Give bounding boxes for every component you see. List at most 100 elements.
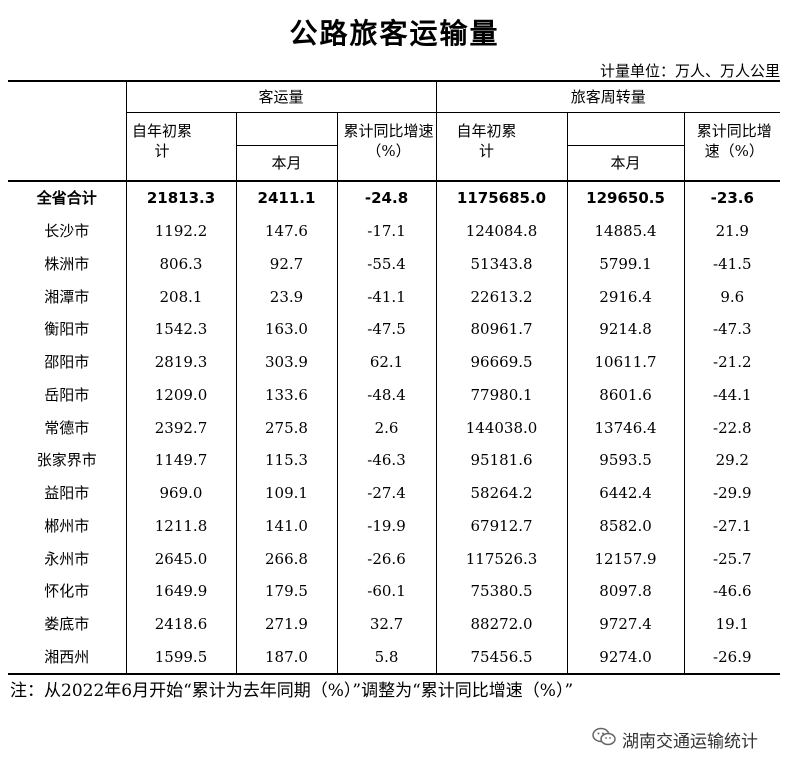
turn-yoy-cell: 29.2 bbox=[683, 444, 781, 477]
turn-ytd-cell: 95181.6 bbox=[435, 444, 568, 477]
pax-ytd-header: 自年初累计 bbox=[125, 112, 236, 182]
pax-yoy-cell: -55.4 bbox=[336, 247, 437, 281]
pax-ytd-cell: 21813.3 bbox=[125, 181, 236, 215]
turn-ytd-cell: 144038.0 bbox=[435, 411, 568, 444]
turn-month-cell: 10611.7 bbox=[566, 345, 685, 379]
turn-yoy-cell: -29.9 bbox=[683, 476, 781, 510]
turn-yoy-cell: 21.9 bbox=[683, 214, 781, 248]
turn-yoy-cell: -47.3 bbox=[683, 313, 781, 346]
passenger-group-header: 客运量 bbox=[125, 80, 437, 113]
pax-yoy-cell: -47.5 bbox=[336, 313, 437, 346]
pax-month-cell: 141.0 bbox=[235, 509, 337, 543]
turn-yoy-cell: -25.7 bbox=[683, 542, 781, 575]
turn-yoy-cell: -46.6 bbox=[683, 575, 781, 608]
footnote: 注：从2022年6月开始“累计为去年同期（%）”调整为“累计同比增速（%）” bbox=[10, 681, 574, 701]
pax-month-cell: 271.9 bbox=[235, 607, 337, 641]
turn-ytd-cell: 75380.5 bbox=[435, 575, 568, 608]
pax-month-cell: 147.6 bbox=[235, 214, 337, 248]
turn-yoy-cell: -23.6 bbox=[683, 181, 781, 215]
turn-ytd-cell: 117526.3 bbox=[435, 542, 568, 575]
turn-month-cell: 5799.1 bbox=[566, 247, 685, 281]
region-cell: 常德市 bbox=[44, 418, 90, 437]
table-row: 怀化市 1649.9 179.5 -60.1 75380.5 8097.8 -4… bbox=[8, 575, 781, 608]
region-cell: 岳阳市 bbox=[44, 385, 90, 404]
pax-yoy-cell: -19.9 bbox=[336, 509, 437, 543]
table-row: 衡阳市 1542.3 163.0 -47.5 80961.7 9214.8 -4… bbox=[8, 313, 781, 346]
pax-month-cell: 275.8 bbox=[235, 411, 337, 444]
turn-ytd-cell: 67912.7 bbox=[435, 509, 568, 543]
wechat-icon bbox=[592, 727, 616, 752]
table-row: 株洲市 806.3 92.7 -55.4 51343.8 5799.1 -41.… bbox=[8, 247, 781, 281]
pax-month-cell: 179.5 bbox=[235, 575, 337, 608]
turn-yoy-header: 累计同比增速（%） bbox=[683, 112, 781, 182]
pax-ytd-cell: 1649.9 bbox=[125, 575, 236, 608]
turn-ytd-cell: 58264.2 bbox=[435, 476, 568, 510]
pax-ytd-cell: 2418.6 bbox=[125, 607, 236, 641]
turn-month-cell: 8097.8 bbox=[566, 575, 685, 608]
table-row: 邵阳市 2819.3 303.9 62.1 96669.5 10611.7 -2… bbox=[8, 345, 781, 379]
data-table: 客运量 旅客周转量 自年初累计 累计同比增速（%） 自年初累计 累计同比增速（%… bbox=[8, 80, 781, 676]
turn-month-cell: 8582.0 bbox=[566, 509, 685, 543]
region-header-blank bbox=[8, 80, 126, 182]
unit-label: 计量单位：万人、万人公里 bbox=[599, 62, 780, 80]
pax-yoy-cell: -60.1 bbox=[336, 575, 437, 608]
pax-month-cell: 115.3 bbox=[235, 444, 337, 477]
turn-ytd-header: 自年初累计 bbox=[435, 112, 568, 182]
turn-ytd-cell: 1175685.0 bbox=[435, 181, 568, 215]
pax-yoy-header: 累计同比增速（%） bbox=[336, 112, 437, 182]
pax-month-cell: 303.9 bbox=[235, 345, 337, 379]
turnover-group-header: 旅客周转量 bbox=[435, 80, 781, 113]
pax-ytd-cell: 969.0 bbox=[125, 476, 236, 510]
turn-yoy-cell: -22.8 bbox=[683, 411, 781, 444]
region-cell: 株洲市 bbox=[44, 254, 90, 273]
pax-month-cell: 187.0 bbox=[235, 640, 337, 676]
pax-ytd-cell: 1542.3 bbox=[125, 313, 236, 346]
pax-month-header: 本月 bbox=[235, 145, 337, 182]
table-row: 长沙市 1192.2 147.6 -17.1 124084.8 14885.4 … bbox=[8, 214, 781, 248]
turn-month-cell: 9593.5 bbox=[566, 444, 685, 477]
table-row: 郴州市 1211.8 141.0 -19.9 67912.7 8582.0 -2… bbox=[8, 509, 781, 543]
pax-yoy-cell: 32.7 bbox=[336, 607, 437, 641]
pax-yoy-cell: -17.1 bbox=[336, 214, 437, 248]
pax-yoy-cell: -46.3 bbox=[336, 444, 437, 477]
turn-ytd-cell: 75456.5 bbox=[435, 640, 568, 676]
pax-ytd-cell: 2645.0 bbox=[125, 542, 236, 575]
region-cell: 益阳市 bbox=[44, 484, 90, 502]
turn-month-cell: 9214.8 bbox=[566, 313, 685, 346]
table-row: 岳阳市 1209.0 133.6 -48.4 77980.1 8601.6 -4… bbox=[8, 378, 781, 412]
turn-ytd-cell: 88272.0 bbox=[435, 607, 568, 641]
pax-yoy-cell: -24.8 bbox=[336, 181, 437, 215]
turn-ytd-cell: 80961.7 bbox=[435, 313, 568, 346]
pax-month-header-top bbox=[235, 112, 337, 146]
turn-yoy-cell: 9.6 bbox=[683, 280, 781, 313]
table-row: 娄底市 2418.6 271.9 32.7 88272.0 9727.4 19.… bbox=[8, 607, 781, 641]
turn-ytd-cell: 22613.2 bbox=[435, 280, 568, 313]
pax-month-cell: 163.0 bbox=[235, 313, 337, 346]
region-cell: 娄底市 bbox=[44, 615, 90, 633]
table-row: 益阳市 969.0 109.1 -27.4 58264.2 6442.4 -29… bbox=[8, 476, 781, 510]
pax-yoy-cell: -26.6 bbox=[336, 542, 437, 575]
turn-month-cell: 12157.9 bbox=[566, 542, 685, 575]
turn-ytd-cell: 96669.5 bbox=[435, 345, 568, 379]
page-title: 公路旅客运输量 bbox=[289, 17, 500, 50]
turn-month-cell: 13746.4 bbox=[566, 411, 685, 444]
pax-month-cell: 92.7 bbox=[235, 247, 337, 281]
pax-yoy-cell: 2.6 bbox=[336, 411, 437, 444]
region-cell: 全省合计 bbox=[36, 189, 97, 208]
turn-month-cell: 8601.6 bbox=[566, 378, 685, 412]
turn-month-cell: 6442.4 bbox=[566, 476, 685, 510]
pax-ytd-cell: 208.1 bbox=[125, 280, 236, 313]
turn-month-header-top bbox=[566, 112, 685, 146]
region-cell: 长沙市 bbox=[44, 222, 90, 240]
region-cell: 邵阳市 bbox=[44, 353, 90, 371]
pax-ytd-cell: 806.3 bbox=[125, 247, 236, 281]
turn-yoy-cell: 19.1 bbox=[683, 607, 781, 641]
table-row-total: 全省合计 21813.3 2411.1 -24.8 1175685.0 1296… bbox=[8, 181, 781, 215]
pax-ytd-cell: 1149.7 bbox=[125, 444, 236, 477]
turn-month-cell: 9274.0 bbox=[566, 640, 685, 676]
turn-month-cell: 14885.4 bbox=[566, 214, 685, 248]
turn-month-cell: 9727.4 bbox=[566, 607, 685, 641]
pax-ytd-cell: 2392.7 bbox=[125, 411, 236, 444]
turn-yoy-cell: -27.1 bbox=[683, 509, 781, 543]
pax-yoy-cell: 5.8 bbox=[336, 640, 437, 676]
